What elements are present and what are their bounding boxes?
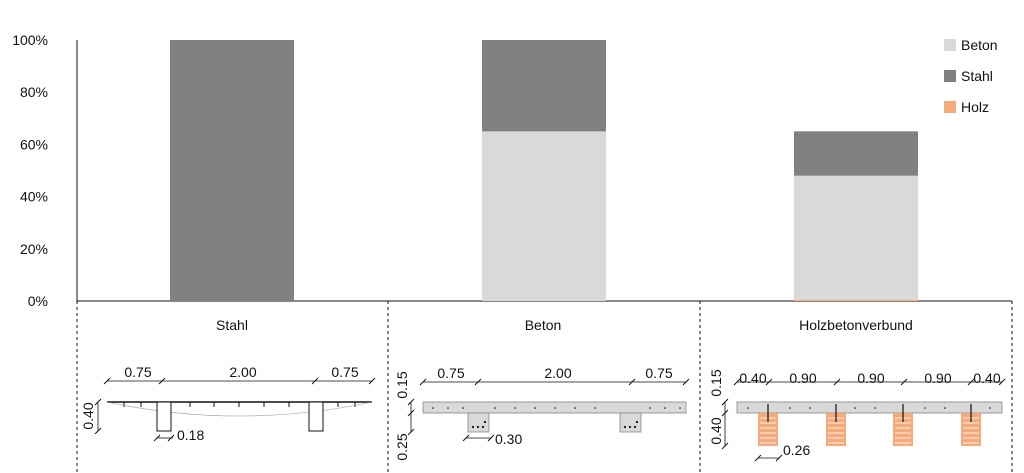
y-tick-label: 60% [20, 136, 48, 152]
hbv-dim-slab: 0.15 [708, 369, 724, 396]
cross-section-beton [407, 378, 690, 442]
legend-label-holz: Holz [961, 99, 989, 115]
beton-dim-left: 0.75 [437, 365, 464, 381]
legend-swatch-holz [944, 101, 956, 113]
bars [170, 40, 918, 301]
category-label-beton: Beton [525, 317, 562, 333]
legend-label-stahl: Stahl [961, 68, 993, 84]
hbv-timber-beams [758, 404, 981, 446]
hbv-dim-1: 0.40 [739, 370, 766, 386]
cross-section-stahl [94, 377, 376, 442]
bar-segment-holz-2 [794, 299, 918, 301]
stahl-dim-right: 0.75 [331, 364, 358, 380]
bar-segment-beton-1 [482, 131, 606, 301]
panel-separators [76, 301, 1013, 473]
hbv-beam-1 [826, 404, 846, 446]
hbv-dim-5: 0.40 [973, 370, 1000, 386]
y-tick-label: 100% [12, 32, 48, 48]
bar-segment-stahl-1 [482, 40, 606, 132]
category-label-stahl: Stahl [216, 317, 248, 333]
stahl-dim-height: 0.40 [80, 402, 96, 429]
bar-segment-stahl-2 [794, 131, 918, 176]
beton-dim-height: 0.25 [394, 433, 410, 460]
cross-section-hbv [733, 378, 1006, 414]
legend-swatch-beton [944, 39, 956, 51]
stahl-dim-middle: 2.00 [229, 364, 256, 380]
beton-dim-middle: 2.00 [544, 365, 571, 381]
legend-swatch-stahl [944, 70, 956, 82]
hbv-dim-2: 0.90 [789, 370, 816, 386]
hbv-dim-height: 0.40 [708, 417, 724, 444]
y-tick-labels: 0% 20% 40% 60% 80% 100% [12, 32, 48, 309]
category-label-hbv: Holzbetonverbund [799, 317, 913, 333]
legend-label-beton: Beton [961, 37, 998, 53]
legend: Beton Stahl Holz [944, 37, 998, 115]
hbv-beam-3 [961, 404, 981, 446]
hbv-beam-2 [893, 404, 913, 446]
y-tick-label: 80% [20, 84, 48, 100]
beton-dim-web: 0.30 [495, 431, 522, 447]
beton-dim-right: 0.75 [645, 365, 672, 381]
stahl-dim-left: 0.75 [124, 364, 151, 380]
y-tick-label: 20% [20, 241, 48, 257]
hbv-dim-beam: 0.26 [783, 442, 810, 458]
hbv-dim-3: 0.90 [857, 370, 884, 386]
hbv-dim-4: 0.90 [924, 370, 951, 386]
bar-segment-stahl-0 [170, 40, 294, 301]
stahl-dim-web: 0.18 [177, 427, 204, 443]
bar-segment-beton-2 [794, 175, 918, 300]
hbv-dims [721, 398, 783, 462]
hbv-beam-0 [758, 404, 778, 446]
y-tick-label: 40% [20, 189, 48, 205]
y-tick-label: 0% [28, 293, 48, 309]
beton-dim-slab: 0.15 [394, 371, 410, 398]
